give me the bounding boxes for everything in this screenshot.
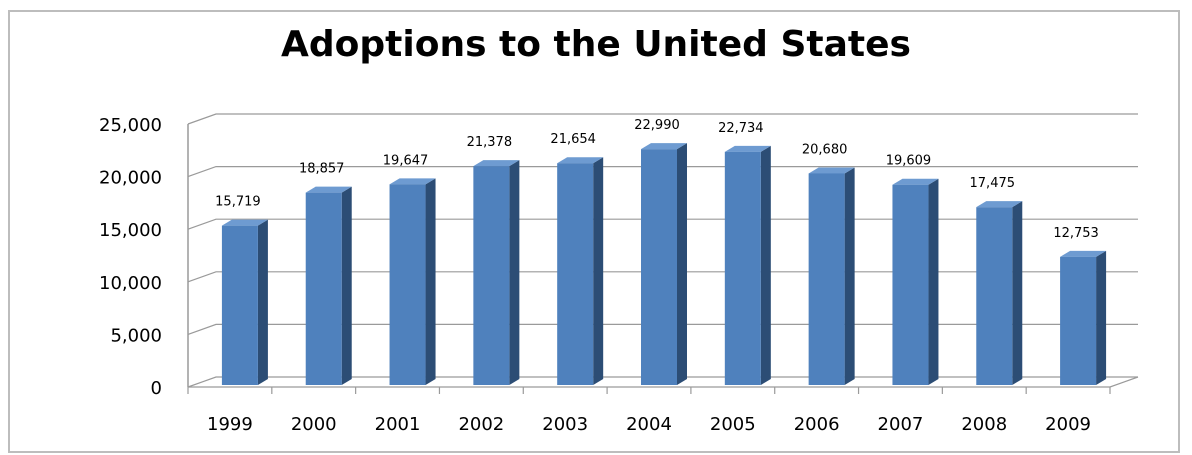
data-label: 21,654 xyxy=(550,132,596,147)
bar-side xyxy=(677,143,687,385)
x-tick-label: 2003 xyxy=(542,414,588,435)
bar-front xyxy=(557,163,594,385)
x-tick-label: 2001 xyxy=(375,414,421,435)
bar-front xyxy=(641,149,677,385)
bar xyxy=(473,160,520,385)
bar-top xyxy=(976,201,1023,208)
chart-title: Adoptions to the United States xyxy=(281,24,911,65)
x-tick-label: 2005 xyxy=(710,414,756,435)
bar xyxy=(305,186,352,385)
bar-top xyxy=(1060,250,1107,257)
bar-top xyxy=(473,160,520,167)
bar-front xyxy=(724,151,761,385)
bar-top xyxy=(389,178,436,185)
bar-side xyxy=(1096,250,1107,385)
bar-top xyxy=(305,186,352,193)
y-axis: 0 5,000 10,000 15,000 20,000 25,000 xyxy=(99,115,1111,399)
data-label: 22,990 xyxy=(634,118,680,133)
x-tick-label: 2006 xyxy=(794,414,840,435)
bar-side xyxy=(425,178,436,385)
bar xyxy=(976,201,1023,385)
data-label: 15,719 xyxy=(215,195,261,210)
bar xyxy=(892,178,939,385)
bar-top xyxy=(221,219,268,226)
bar-front xyxy=(892,184,929,385)
x-tick-label: 1999 xyxy=(207,414,253,435)
y-tick-label: 20,000 xyxy=(99,168,162,189)
bar-top xyxy=(724,145,771,152)
data-label: 18,857 xyxy=(299,162,345,177)
bar-side xyxy=(257,219,268,385)
bar-front xyxy=(808,173,845,385)
bar-front xyxy=(221,225,258,385)
bar-top xyxy=(557,157,604,164)
data-label: 20,680 xyxy=(802,142,848,157)
data-label: 21,378 xyxy=(467,135,513,150)
x-axis: 1999 2000 2001 2002 2003 2004 2005 2006 2007 2008… xyxy=(207,414,1091,435)
bar-top xyxy=(641,143,687,150)
x-tick-label: 2002 xyxy=(458,414,504,435)
y-tick-label: 0 xyxy=(151,378,162,399)
bar-side xyxy=(1012,201,1023,385)
bar xyxy=(1060,250,1107,385)
gridline xyxy=(187,113,1138,125)
bar-side xyxy=(509,160,520,385)
y-tick-label: 15,000 xyxy=(99,220,162,241)
x-tick-label: 2000 xyxy=(291,414,337,435)
bar-front xyxy=(305,192,342,385)
data-labels: 15,719 18,857 19,647 21,378 21,654 22,990 22,7… xyxy=(215,118,1099,241)
bar xyxy=(389,178,436,385)
bar-side xyxy=(928,178,939,385)
bar-top xyxy=(808,167,855,174)
bar xyxy=(641,143,687,385)
bars xyxy=(221,143,1107,385)
data-label: 22,734 xyxy=(718,121,764,136)
bar-side xyxy=(593,157,604,385)
gridline xyxy=(187,166,1138,178)
data-label: 17,475 xyxy=(970,176,1016,191)
x-tick-label: 2004 xyxy=(626,414,672,435)
bar-side xyxy=(341,186,352,385)
bar xyxy=(557,157,604,385)
bar xyxy=(724,145,771,385)
y-tick-label: 25,000 xyxy=(99,115,162,136)
data-label: 19,609 xyxy=(886,154,932,169)
data-label: 19,647 xyxy=(383,153,429,168)
x-tick-label: 2009 xyxy=(1045,414,1091,435)
x-tick-label: 2007 xyxy=(878,414,924,435)
bar-front xyxy=(1060,256,1097,385)
bar-top xyxy=(892,178,939,185)
bar-front xyxy=(473,166,510,385)
y-tick-label: 5,000 xyxy=(110,325,162,346)
bar-front xyxy=(976,207,1013,385)
bar-side xyxy=(760,145,771,385)
bar xyxy=(808,167,855,385)
bar xyxy=(221,219,268,385)
data-label: 12,753 xyxy=(1053,226,1099,241)
bar-side xyxy=(844,167,855,385)
x-tick-label: 2008 xyxy=(961,414,1007,435)
bar-front xyxy=(389,184,426,385)
y-tick-label: 10,000 xyxy=(99,273,162,294)
